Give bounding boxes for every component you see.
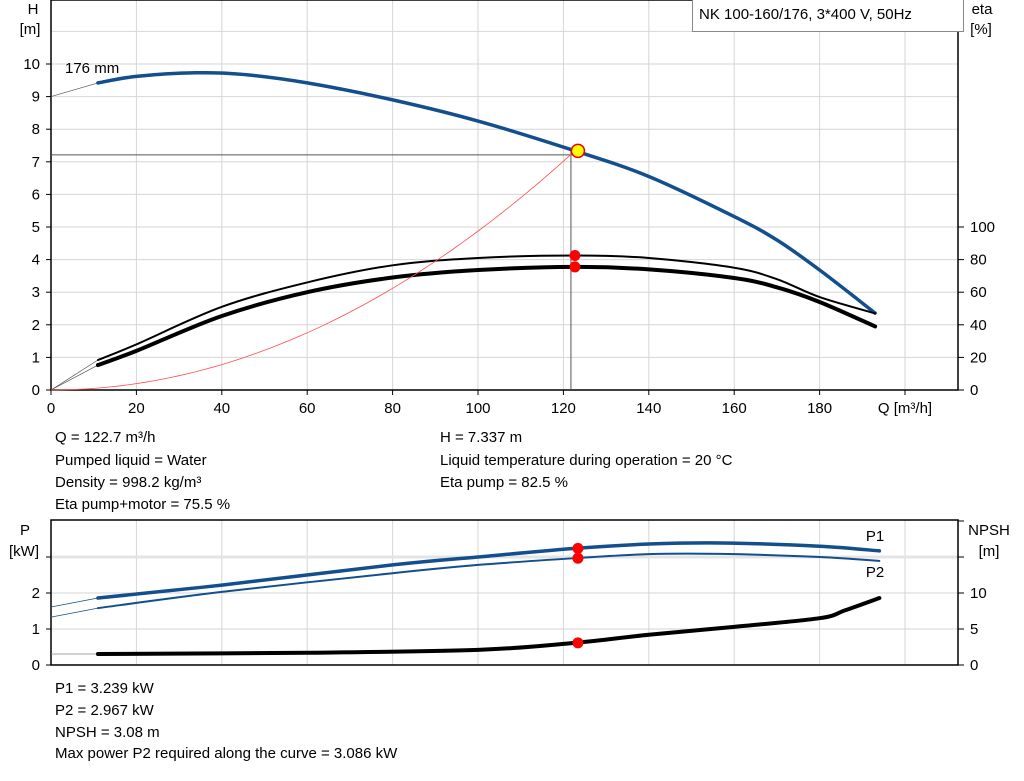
y2-tick-label: 20: [970, 349, 987, 366]
y-tick-label: 5: [32, 219, 40, 236]
H-extrapolated-line: [50, 82, 99, 97]
npsh-axis-label: NPSH: [968, 522, 1010, 539]
x-tick-label: 180: [807, 400, 832, 417]
result-npsh: NPSH = 3.08 m: [55, 724, 160, 741]
npsh-tick-label: 10: [970, 585, 987, 602]
p-axis-unit: [kW]: [9, 543, 39, 560]
x-tick-label: 120: [551, 400, 576, 417]
impeller-diameter-label: 176 mm: [65, 60, 119, 77]
result-eta-pump-motor: Eta pump+motor = 75.5 %: [55, 496, 231, 513]
y2-tick-label: 100: [970, 219, 995, 236]
p-axis-label: P: [20, 522, 30, 539]
y-axis-label: H: [28, 1, 39, 18]
eta-pump-motor-operating-marker: [569, 261, 581, 273]
x-tick-label: 100: [465, 400, 490, 417]
result-temperature: Liquid temperature during operation = 20…: [440, 452, 733, 469]
y-tick-label: 8: [32, 121, 40, 138]
npsh-axis-unit: [m]: [979, 543, 1000, 560]
y-tick-label: 9: [32, 89, 40, 106]
result-density: Density = 998.2 kg/m³: [55, 474, 202, 491]
result-h: H = 7.337 m: [440, 429, 523, 446]
eta_pump-curve: [96, 254, 877, 362]
result-p1: P1 = 3.239 kW: [55, 680, 154, 697]
x-axis-label: Q [m³/h]: [878, 400, 932, 417]
y2-tick-label: 80: [970, 252, 987, 269]
p-tick-label: 1: [32, 621, 40, 638]
x-tick-label: 140: [636, 400, 661, 417]
eta_pump_motor-curve: [95, 264, 878, 368]
eta_pump_motor-extrapolated-line: [50, 364, 99, 391]
y-axis-unit: [m]: [20, 21, 41, 38]
npsh-operating-marker: [572, 637, 584, 649]
plot-frame: [50, 0, 959, 391]
result-eta-pump: Eta pump = 82.5 %: [440, 474, 568, 491]
H-curve: [96, 70, 877, 315]
system-curve: [50, 150, 576, 391]
p2-operating-marker: [572, 552, 584, 564]
p2-extrapolated-line: [50, 607, 99, 618]
eta-pump-operating-marker: [569, 250, 581, 262]
y-tick-label: 0: [32, 382, 40, 399]
eta_pump-extrapolated-line: [50, 359, 99, 391]
y2-tick-label: 60: [970, 284, 987, 301]
npsh-tick-label: 5: [970, 621, 978, 638]
p2-curve: [96, 552, 881, 610]
x-tick-label: 20: [128, 400, 145, 417]
y-tick-label: 4: [32, 252, 40, 269]
y-tick-label: 1: [32, 349, 40, 366]
y-tick-label: 3: [32, 284, 40, 301]
x-tick-label: 0: [47, 400, 55, 417]
y2-axis-unit: [%]: [970, 21, 992, 38]
x-tick-label: 160: [722, 400, 747, 417]
npsh-tick-label: 0: [970, 657, 978, 674]
p1-curve: [96, 541, 882, 600]
y-tick-label: 6: [32, 186, 40, 203]
duty-point-marker: [570, 143, 586, 159]
x-tick-label: 40: [213, 400, 230, 417]
y2-axis-label: eta: [972, 1, 994, 18]
result-max-p2: Max power P2 required along the curve = …: [55, 745, 398, 762]
y-tick-label: 2: [32, 317, 40, 334]
y2-tick-label: 0: [970, 382, 978, 399]
result-p2: P2 = 2.967 kW: [55, 702, 154, 719]
result-q: Q = 122.7 m³/h: [55, 429, 156, 446]
p-tick-label: 0: [32, 657, 40, 674]
result-liquid: Pumped liquid = Water: [55, 452, 207, 469]
npsh-curve: [95, 596, 882, 656]
y-tick-label: 7: [32, 154, 40, 171]
p1-operating-marker: [572, 542, 584, 554]
y-tick-label: 10: [23, 56, 40, 73]
y2-tick-label: 40: [970, 317, 987, 334]
p1-extrapolated-line: [50, 597, 99, 608]
p-tick-label: 2: [32, 585, 40, 602]
x-tick-label: 80: [384, 400, 401, 417]
p2-series-label: P2: [866, 564, 884, 581]
chart-title: NK 100-160/176, 3*400 V, 50Hz: [692, 0, 964, 32]
p1-series-label: P1: [866, 528, 884, 545]
x-tick-label: 60: [299, 400, 316, 417]
